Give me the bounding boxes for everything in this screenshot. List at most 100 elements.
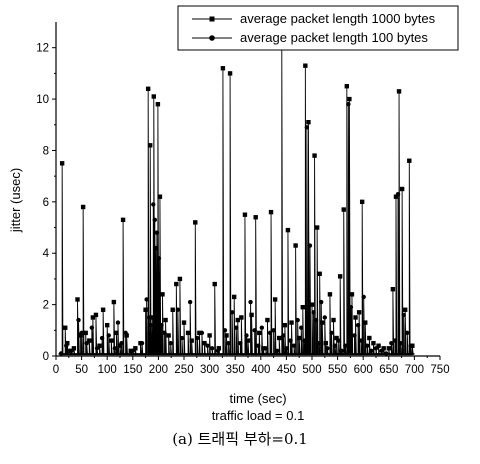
data-point-square bbox=[268, 209, 274, 215]
data-point-square bbox=[117, 343, 123, 348]
data-point-circle bbox=[244, 333, 249, 338]
x-tick-label: 0 bbox=[53, 364, 59, 376]
data-point-square bbox=[177, 276, 183, 282]
data-point-square bbox=[337, 274, 343, 279]
data-point-square bbox=[59, 161, 65, 166]
data-point-square bbox=[151, 94, 156, 99]
data-point-circle bbox=[346, 102, 351, 107]
data-point-circle bbox=[295, 317, 300, 323]
data-point-circle bbox=[313, 317, 319, 323]
data-point-square bbox=[227, 71, 233, 76]
data-point-circle bbox=[76, 317, 81, 323]
data-point-square bbox=[407, 158, 412, 163]
data-point-square bbox=[314, 225, 320, 230]
legend-label-100: average packet length 100 bytes bbox=[240, 30, 428, 45]
data-point-circle bbox=[69, 348, 74, 354]
data-point-square bbox=[197, 330, 202, 336]
data-point-circle bbox=[119, 340, 124, 346]
y-axis-label: jitter (usec) bbox=[8, 168, 23, 233]
y-tick-label: 2 bbox=[43, 300, 49, 312]
data-point-square bbox=[78, 333, 83, 338]
data-point-square bbox=[157, 194, 163, 199]
y-tick-label: 10 bbox=[36, 94, 49, 106]
data-point-square bbox=[359, 199, 365, 205]
data-point-square bbox=[216, 346, 222, 351]
data-point-circle bbox=[329, 330, 334, 336]
data-point-square bbox=[189, 338, 194, 343]
data-point-circle bbox=[156, 256, 162, 261]
data-point-circle bbox=[89, 325, 95, 330]
data-point-circle bbox=[348, 304, 354, 310]
data-point-square bbox=[303, 63, 308, 68]
legend: average packet length 1000 bytes average… bbox=[177, 5, 459, 51]
data-point-circle bbox=[199, 330, 205, 336]
x-tick-label: 200 bbox=[149, 364, 168, 376]
x-axis-label: time (sec) bbox=[229, 391, 286, 406]
data-point-square bbox=[224, 333, 229, 338]
data-point-square bbox=[349, 292, 355, 297]
data-point-square bbox=[71, 346, 77, 351]
data-point-square bbox=[220, 66, 226, 71]
data-point-square bbox=[353, 315, 358, 320]
data-point-circle bbox=[343, 343, 348, 348]
legend-box bbox=[177, 5, 459, 51]
x-tick-label: 550 bbox=[328, 364, 347, 376]
legend-marker-100 bbox=[209, 35, 215, 41]
data-point-square bbox=[170, 307, 175, 312]
x-tick-label: 350 bbox=[226, 364, 245, 376]
data-point-square bbox=[166, 333, 171, 338]
data-point-square bbox=[253, 215, 258, 220]
data-point-square bbox=[393, 194, 399, 199]
data-point-circle bbox=[288, 338, 293, 343]
data-point-square bbox=[65, 340, 70, 346]
data-point-circle bbox=[79, 330, 84, 336]
plot-area bbox=[58, 45, 415, 356]
data-point-circle bbox=[373, 346, 379, 351]
data-point-circle bbox=[319, 299, 324, 305]
y-tick-label: 12 bbox=[36, 43, 49, 55]
data-point-square bbox=[245, 338, 251, 343]
data-point-square bbox=[297, 335, 302, 341]
data-point-circle bbox=[229, 310, 235, 315]
x-tick-label: 600 bbox=[354, 364, 373, 376]
data-point-square bbox=[133, 346, 138, 351]
data-point-square bbox=[306, 120, 311, 125]
data-point-square bbox=[381, 346, 386, 351]
data-point-square bbox=[207, 333, 212, 338]
data-point-square bbox=[143, 307, 148, 312]
data-point-square bbox=[111, 299, 117, 305]
data-point-square bbox=[83, 330, 88, 336]
x-tick-label: 750 bbox=[430, 364, 449, 376]
data-point-square bbox=[105, 322, 110, 328]
data-point-square bbox=[148, 143, 153, 148]
data-point-circle bbox=[299, 325, 304, 330]
data-point-circle bbox=[222, 328, 228, 333]
data-point-circle bbox=[267, 330, 273, 336]
data-point-circle bbox=[316, 340, 321, 346]
series-100-bytes bbox=[58, 102, 414, 356]
data-point-circle bbox=[369, 348, 374, 354]
y-tick-label: 4 bbox=[43, 248, 50, 260]
data-point-circle bbox=[352, 333, 357, 338]
data-point-square bbox=[239, 315, 244, 320]
data-point-square bbox=[212, 281, 217, 287]
chart-subtitle: traffic load = 0.1 bbox=[212, 408, 305, 423]
data-point-circle bbox=[179, 335, 185, 341]
data-point-circle bbox=[149, 322, 154, 328]
data-point-circle bbox=[226, 340, 231, 346]
data-point-circle bbox=[123, 330, 128, 336]
data-point-square bbox=[163, 317, 168, 323]
data-point-square bbox=[80, 204, 86, 210]
x-tick-label: 100 bbox=[98, 364, 117, 376]
data-point-square bbox=[109, 338, 114, 343]
data-point-square bbox=[347, 96, 352, 102]
data-point-circle bbox=[271, 328, 276, 333]
y-tick-label: 0 bbox=[43, 351, 49, 363]
data-point-square bbox=[75, 297, 80, 302]
data-point-square bbox=[181, 320, 187, 325]
data-point-square bbox=[341, 207, 346, 212]
data-point-circle bbox=[154, 230, 160, 235]
data-point-circle bbox=[339, 348, 344, 354]
data-point-square bbox=[317, 271, 322, 276]
data-point-square bbox=[367, 335, 372, 341]
